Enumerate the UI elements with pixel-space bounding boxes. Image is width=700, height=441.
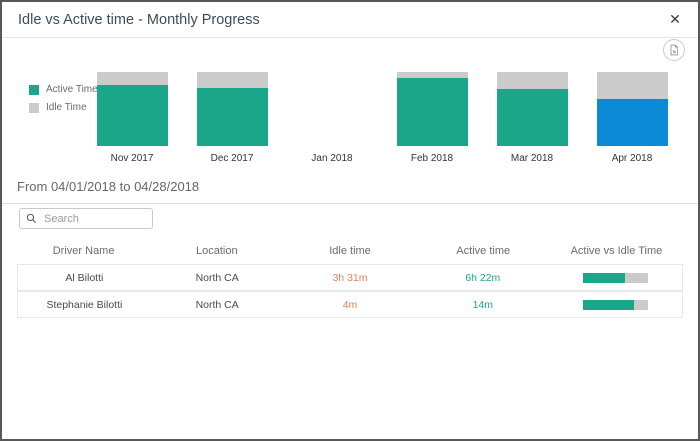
chart-bar-nov-2017[interactable] xyxy=(96,72,168,146)
active-time-swatch xyxy=(29,84,39,95)
chart-bar-dec-2017[interactable] xyxy=(196,72,268,146)
active-segment xyxy=(496,89,568,146)
legend-item-active-time[interactable]: Active Time xyxy=(29,84,98,95)
legend-item-idle-time[interactable]: Idle Time xyxy=(29,102,98,113)
period-heading: From 04/01/2018 to 04/28/2018 xyxy=(2,179,698,204)
chart-bar-apr-2018[interactable] xyxy=(596,72,668,146)
chart-slot: Mar 2018 xyxy=(482,72,582,164)
month-label: Jan 2018 xyxy=(311,153,353,164)
close-icon: ✕ xyxy=(669,11,681,27)
active-vs-idle-cell xyxy=(549,299,682,310)
active-idle-fill xyxy=(583,272,625,283)
idle-segment xyxy=(596,72,668,100)
idle-segment xyxy=(196,72,268,88)
idle-segment xyxy=(496,72,568,90)
col-idle-time: Idle time xyxy=(329,245,371,257)
active-idle-meter xyxy=(583,272,649,283)
active-segment xyxy=(596,99,668,146)
legend-label-idle: Idle Time xyxy=(46,102,87,113)
driver-name-cell: Stephanie Bilotti xyxy=(46,298,123,311)
idle-time-cell: 3h 31m xyxy=(332,271,368,284)
search-input[interactable] xyxy=(42,211,146,226)
chart-slot: Jan 2018 xyxy=(282,72,382,164)
location-cell: North CA xyxy=(195,271,239,284)
table-row[interactable]: Al Bilotti North CA 3h 31m 6h 22m xyxy=(17,264,683,291)
active-segment xyxy=(396,77,468,146)
search-icon xyxy=(26,213,42,224)
close-button[interactable]: ✕ xyxy=(664,8,686,30)
chart-slot: Nov 2017 xyxy=(82,72,182,164)
active-vs-idle-cell xyxy=(549,272,682,283)
col-active-vs-idle: Active vs Idle Time xyxy=(570,245,663,257)
month-label: Nov 2017 xyxy=(110,153,154,164)
col-driver-name: Driver Name xyxy=(52,245,115,257)
chart-slot: Apr 2018 xyxy=(582,72,682,164)
dialog-title: Idle vs Active time - Monthly Progress xyxy=(18,11,260,28)
idle-segment xyxy=(396,72,468,78)
chart-plot: Nov 2017 Dec 2017 Jan 2018 Feb 2018 Mar 2018… xyxy=(82,72,682,164)
active-time-cell: 14m xyxy=(472,298,493,311)
chart-slot: Dec 2017 xyxy=(182,72,282,164)
idle-time-swatch xyxy=(29,102,39,113)
month-label: Apr 2018 xyxy=(611,153,653,164)
export-button[interactable] xyxy=(663,39,685,61)
active-time-cell: 6h 22m xyxy=(465,271,501,284)
location-cell: North CA xyxy=(195,298,239,311)
search-box xyxy=(19,208,153,229)
chart-legend: Active Time Idle Time xyxy=(29,84,98,120)
driver-name-cell: Al Bilotti xyxy=(65,271,104,284)
table-row[interactable]: Stephanie Bilotti North CA 4m 14m xyxy=(17,291,683,318)
col-active-time: Active time xyxy=(456,245,511,257)
active-idle-meter xyxy=(583,299,649,310)
month-label: Feb 2018 xyxy=(410,153,454,164)
col-location: Location xyxy=(196,245,238,257)
active-idle-fill xyxy=(583,299,634,310)
idle-time-cell: 4m xyxy=(342,298,358,311)
dialog-header: Idle vs Active time - Monthly Progress xyxy=(2,2,698,38)
chart-slot: Feb 2018 xyxy=(382,72,482,164)
table-header: Driver Name Location Idle time Active ti… xyxy=(17,245,683,257)
month-label: Dec 2017 xyxy=(210,153,254,164)
export-report-icon xyxy=(668,44,680,56)
active-segment xyxy=(96,85,168,146)
legend-label-active: Active Time xyxy=(46,84,98,95)
month-label: Mar 2018 xyxy=(510,153,554,164)
idle-segment xyxy=(96,72,168,86)
chart-bar-mar-2018[interactable] xyxy=(496,72,568,146)
chart-bar-feb-2018[interactable] xyxy=(396,72,468,146)
active-segment xyxy=(196,87,268,146)
